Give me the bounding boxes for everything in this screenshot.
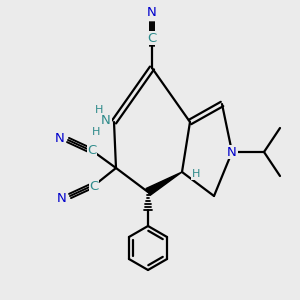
Text: N: N [147, 5, 157, 19]
Text: N: N [57, 191, 67, 205]
Text: N: N [101, 113, 111, 127]
Polygon shape [146, 172, 182, 195]
Text: C: C [87, 143, 97, 157]
Text: N: N [55, 131, 65, 145]
Text: H: H [95, 105, 103, 115]
Text: N: N [227, 146, 237, 158]
Text: C: C [89, 179, 99, 193]
Text: H: H [92, 127, 100, 137]
Text: C: C [147, 32, 157, 44]
Text: H: H [192, 169, 200, 179]
